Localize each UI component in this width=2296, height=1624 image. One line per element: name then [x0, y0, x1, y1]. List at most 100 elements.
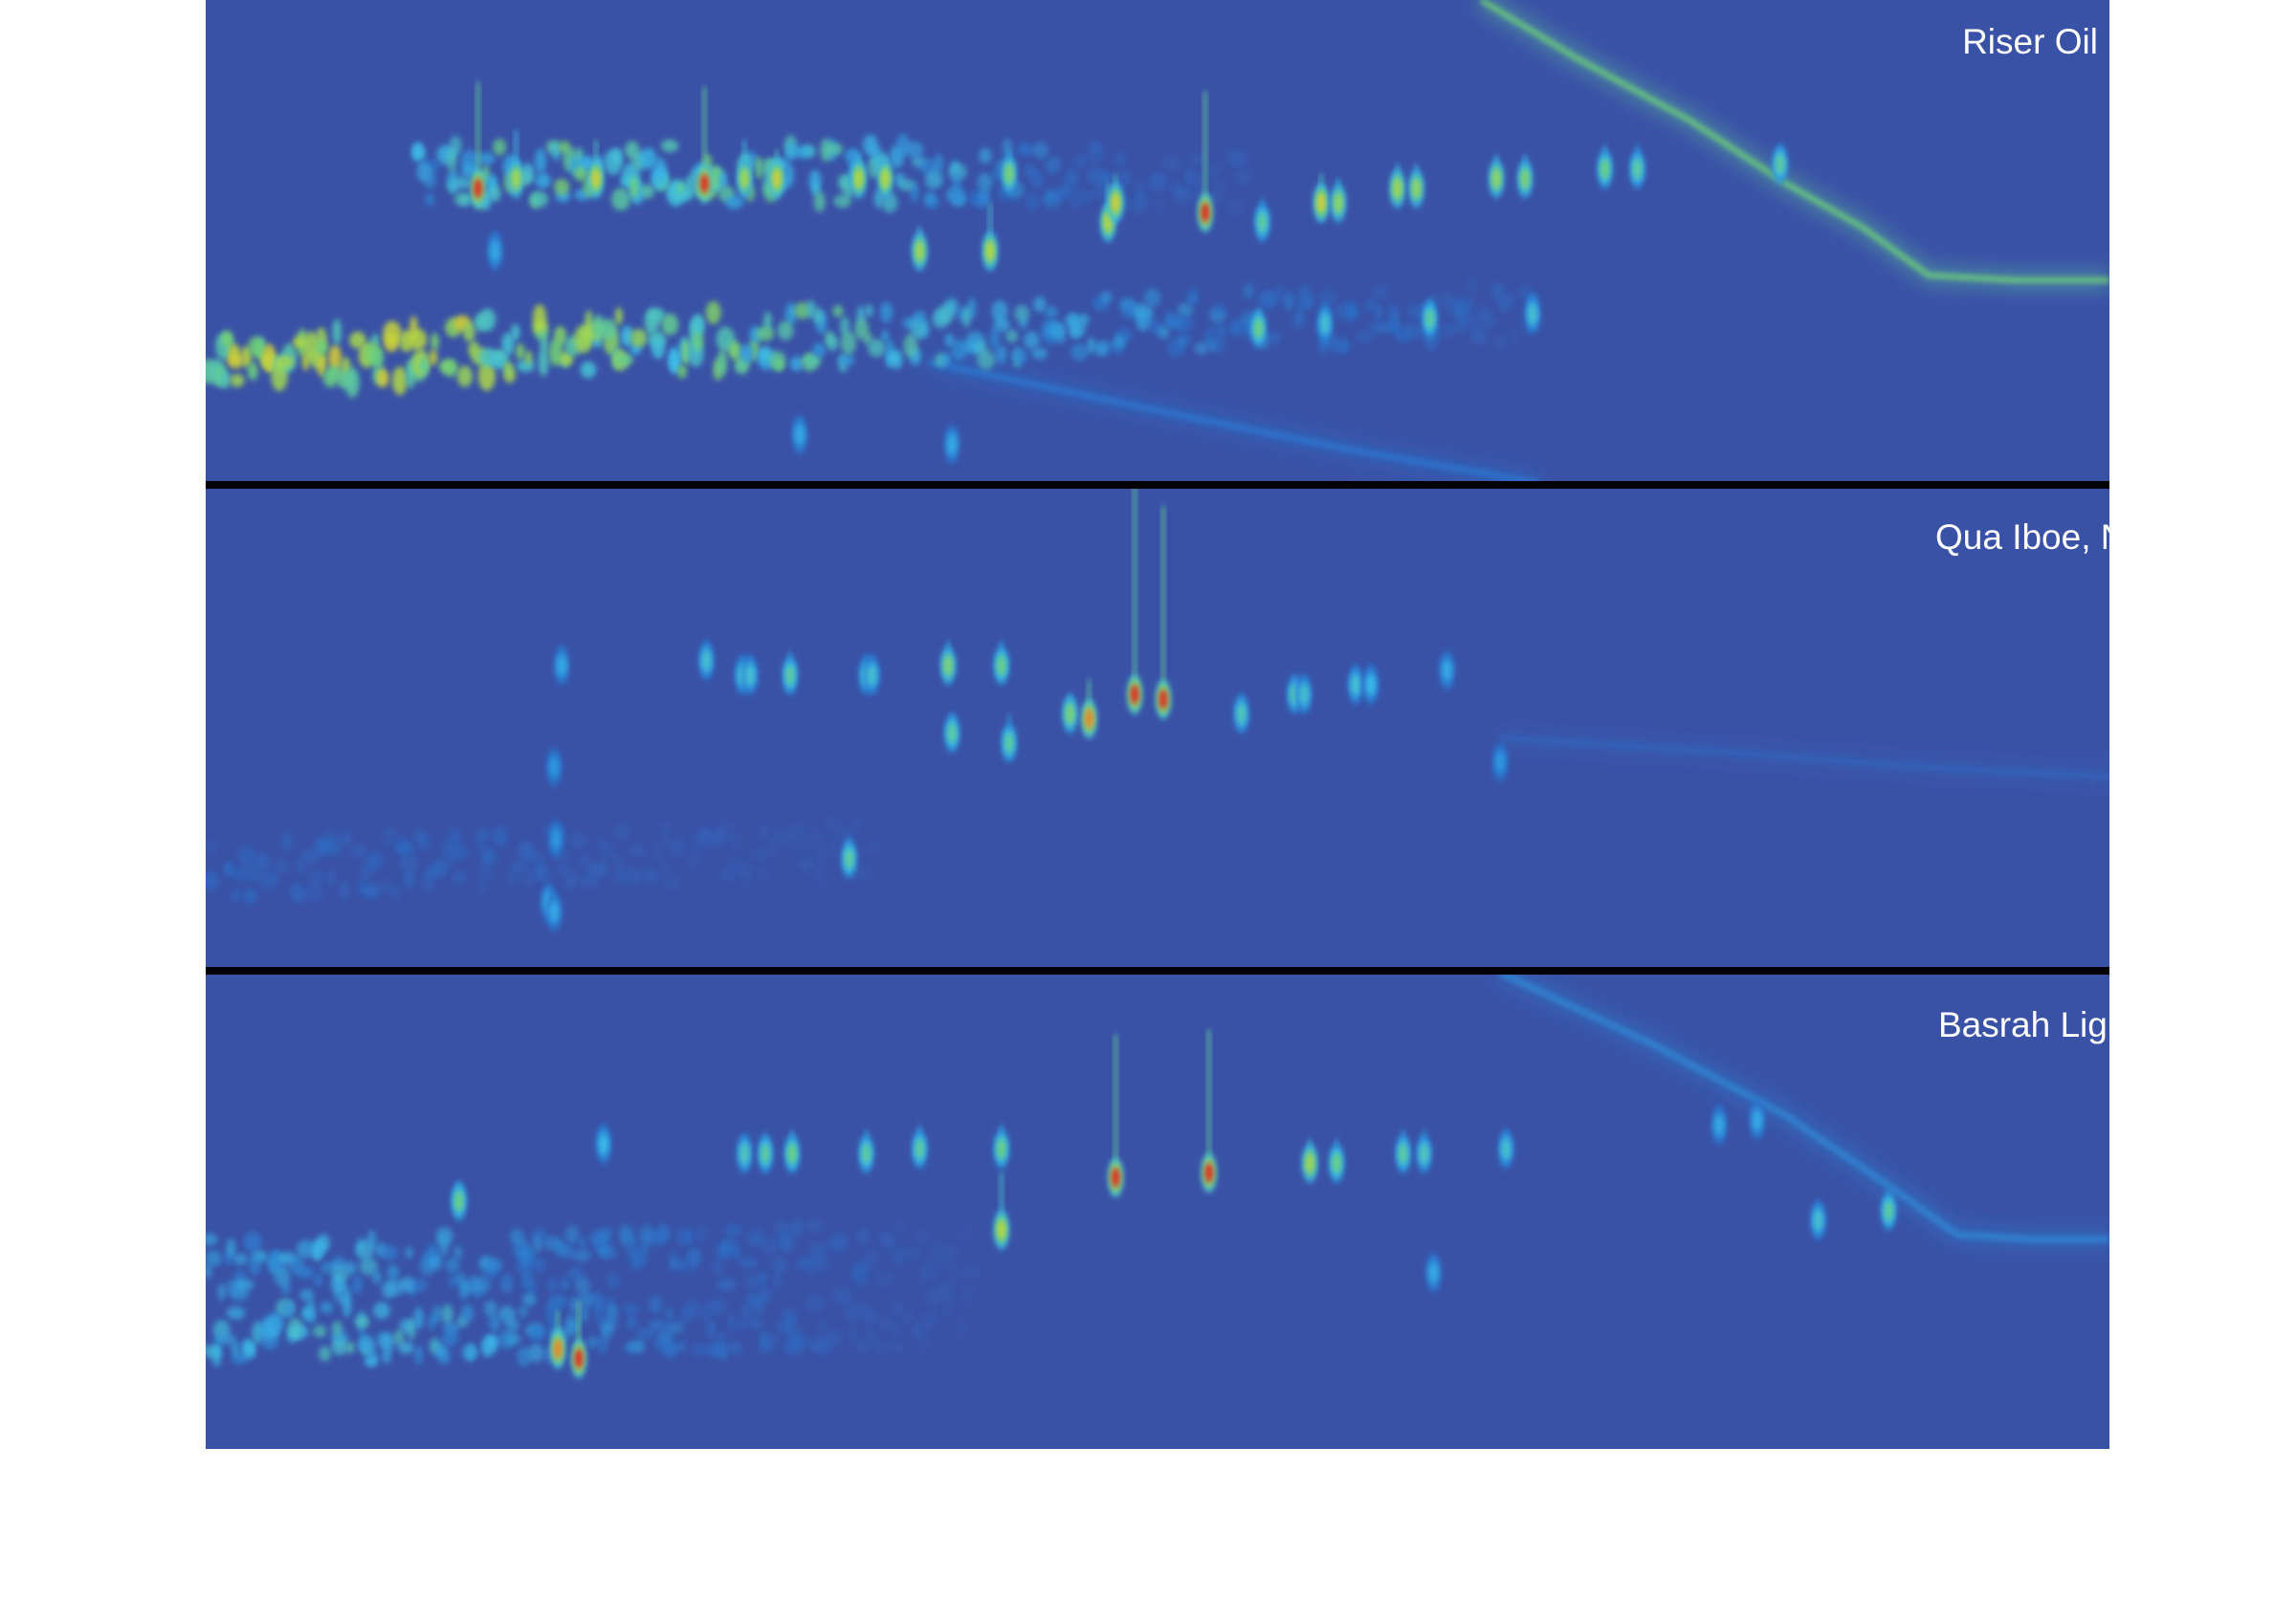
- cloud-speck: [832, 1286, 843, 1304]
- cloud-speck: [1390, 306, 1400, 324]
- cloud-speck: [673, 836, 685, 856]
- cloud-speck: [601, 843, 617, 862]
- cloud-speck: [771, 1257, 787, 1274]
- cloud-speck: [376, 368, 389, 388]
- cloud-speck: [727, 1313, 736, 1333]
- cloud-speck: [806, 299, 816, 319]
- cloud-speck: [623, 1303, 640, 1316]
- cloud-speck: [629, 176, 639, 199]
- peak-spot: [862, 1144, 871, 1164]
- panel-label: Qua Iboe, Nigeria: [1935, 517, 2213, 557]
- cloud-speck: [247, 1342, 256, 1358]
- cloud-speck: [342, 1295, 352, 1318]
- peak-spot: [549, 902, 559, 922]
- peak-spot: [702, 650, 711, 670]
- cloud-speck: [441, 1330, 459, 1347]
- cloud-speck: [806, 1294, 825, 1312]
- cloud-speck: [425, 193, 434, 207]
- peak-spot: [1237, 704, 1246, 724]
- cloud-speck: [443, 359, 458, 377]
- cloud-speck: [475, 1276, 491, 1294]
- peak-spot: [787, 1144, 797, 1164]
- cloud-speck: [1032, 142, 1049, 160]
- cloud-speck: [429, 1255, 443, 1270]
- peak-spot: [1258, 212, 1267, 232]
- cloud-speck: [701, 1306, 711, 1321]
- peak-spot: [549, 757, 559, 778]
- peak-spot: [1351, 674, 1360, 695]
- cloud-speck: [275, 860, 289, 874]
- cloud-speck: [1137, 194, 1151, 210]
- peak-spot: [1776, 154, 1785, 174]
- cloud-speck: [1012, 347, 1027, 365]
- cloud-speck: [282, 1300, 294, 1319]
- panel-divider: [206, 481, 2109, 489]
- cloud-speck: [876, 1272, 894, 1287]
- cloud-speck: [827, 837, 840, 855]
- cloud-speck: [1068, 187, 1087, 208]
- peak-spot: [1443, 660, 1451, 681]
- cloud-speck: [653, 158, 667, 183]
- cloud-speck: [560, 848, 571, 864]
- cloud-speck: [517, 1347, 532, 1367]
- peak-spot: [491, 241, 499, 261]
- cloud-speck: [1045, 157, 1061, 174]
- cloud-speck: [840, 316, 850, 337]
- cloud-speck: [1164, 310, 1175, 329]
- cloud-speck: [1066, 166, 1079, 186]
- cloud-speck: [412, 829, 426, 843]
- cloud-speck: [901, 1311, 916, 1326]
- cloud-speck: [328, 344, 342, 373]
- cloud-speck: [736, 1319, 748, 1331]
- cloud-speck: [919, 1335, 929, 1351]
- cloud-speck: [391, 366, 408, 396]
- cloud-speck: [446, 851, 456, 868]
- cloud-speck: [1175, 316, 1194, 332]
- peak-spot: [1159, 690, 1168, 710]
- cloud-speck: [962, 1264, 980, 1278]
- peak-spot: [1316, 192, 1326, 213]
- panel-divider: [206, 967, 2109, 975]
- peak-spot: [997, 1219, 1006, 1240]
- cloud-speck: [695, 1225, 708, 1243]
- peak-streak: [1203, 91, 1207, 213]
- peak-spot: [1633, 159, 1642, 179]
- cloud-speck: [1339, 337, 1350, 353]
- cloud-speck: [879, 301, 894, 323]
- cloud-speck: [750, 846, 768, 860]
- cloud-speck: [842, 1294, 851, 1309]
- cloud-speck: [717, 350, 728, 376]
- cloud-speck: [837, 174, 852, 189]
- cloud-speck: [488, 1336, 497, 1349]
- cloud-speck: [1184, 165, 1194, 184]
- peak-spot: [1111, 192, 1120, 213]
- cloud-speck: [302, 848, 319, 864]
- cloud-speck: [477, 877, 486, 893]
- cloud-speck: [940, 353, 951, 365]
- cloud-speck: [1188, 288, 1198, 304]
- cloud-speck: [580, 1304, 589, 1323]
- peak-spot: [1520, 168, 1530, 188]
- cloud-speck: [408, 1318, 416, 1341]
- peak-spot: [997, 655, 1006, 676]
- cloud-speck: [1211, 177, 1225, 192]
- panel-background: [206, 487, 2109, 970]
- cloud-speck: [1286, 290, 1294, 307]
- peak-spot: [947, 723, 957, 743]
- cloud-speck: [682, 340, 691, 365]
- cloud-speck: [1157, 324, 1170, 340]
- cloud-speck: [330, 1275, 345, 1293]
- cloud-speck: [453, 845, 468, 861]
- cloud-speck: [564, 1225, 580, 1244]
- cloud-speck: [648, 307, 666, 323]
- cloud-speck: [433, 858, 450, 875]
- panel-label: Basrah Light, Iraq: [1938, 1005, 2218, 1044]
- cloud-speck: [1317, 290, 1336, 306]
- cloud-speck: [237, 846, 256, 866]
- cloud-speck: [1330, 334, 1339, 354]
- cloud-speck: [367, 1230, 376, 1248]
- cloud-speck: [725, 195, 743, 209]
- cloud-speck: [371, 346, 385, 370]
- peak-spot: [795, 425, 805, 445]
- cloud-speck: [978, 192, 988, 209]
